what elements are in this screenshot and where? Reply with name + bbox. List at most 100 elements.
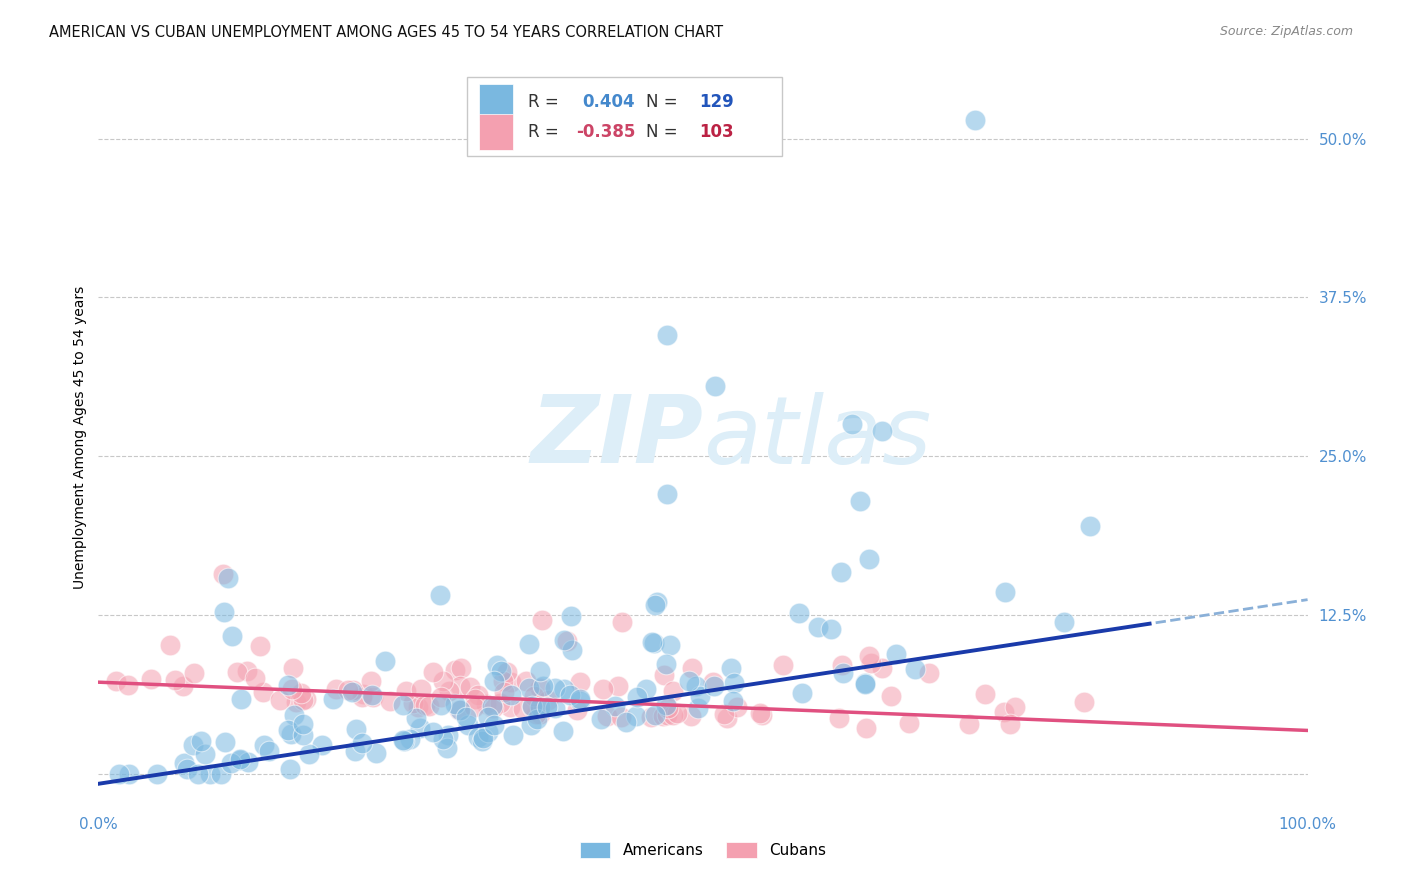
Point <box>340 685 363 699</box>
Point <box>430 698 453 712</box>
Point <box>592 681 614 696</box>
Text: N =: N = <box>647 123 678 141</box>
Text: ZIP: ZIP <box>530 391 703 483</box>
Point <box>360 674 382 689</box>
Point <box>529 681 551 696</box>
Point <box>221 629 243 643</box>
Point <box>614 715 637 730</box>
Point <box>993 584 1015 599</box>
Point <box>432 673 454 688</box>
Point <box>422 725 444 739</box>
Point <box>269 692 291 706</box>
Point <box>447 703 470 717</box>
Point <box>409 682 432 697</box>
Point <box>374 654 396 668</box>
Point <box>606 679 628 693</box>
Text: 0.404: 0.404 <box>582 93 634 111</box>
Point <box>391 733 413 747</box>
Point <box>477 724 499 739</box>
Point <box>655 328 678 343</box>
Point <box>603 698 626 713</box>
Point <box>661 708 683 723</box>
Point <box>537 693 560 707</box>
Point <box>723 676 745 690</box>
Point <box>870 424 893 438</box>
Point <box>458 681 481 695</box>
Point <box>1004 699 1026 714</box>
Point <box>409 721 432 735</box>
Point <box>486 658 509 673</box>
Point <box>283 707 305 722</box>
Point <box>858 648 880 663</box>
Point <box>281 661 304 675</box>
Point <box>657 708 679 723</box>
Point <box>536 700 558 714</box>
Point <box>176 762 198 776</box>
Point <box>107 766 129 780</box>
Point <box>652 667 675 681</box>
Point <box>432 732 454 747</box>
Point <box>553 682 575 697</box>
Point <box>512 701 534 715</box>
Point <box>610 710 633 724</box>
Point <box>830 565 852 579</box>
Point <box>529 665 551 679</box>
Point <box>430 690 453 704</box>
Point <box>531 679 554 693</box>
Point <box>499 699 522 714</box>
Point <box>565 703 588 717</box>
Point <box>749 706 772 720</box>
Point <box>437 683 460 698</box>
Point <box>291 716 314 731</box>
Point <box>544 701 567 715</box>
Point <box>568 694 591 708</box>
Point <box>298 747 321 761</box>
Point <box>569 691 592 706</box>
Y-axis label: Unemployment Among Ages 45 to 54 years: Unemployment Among Ages 45 to 54 years <box>73 285 87 589</box>
Point <box>391 698 413 712</box>
Point <box>454 710 477 724</box>
Point <box>464 692 486 706</box>
Point <box>361 690 384 705</box>
Point <box>530 613 553 627</box>
Point <box>645 595 668 609</box>
Point <box>229 752 252 766</box>
Point <box>751 708 773 723</box>
Point <box>884 647 907 661</box>
Point <box>236 755 259 769</box>
Point <box>181 738 204 752</box>
Point <box>172 679 194 693</box>
Point <box>640 710 662 724</box>
Point <box>214 605 236 619</box>
Point <box>644 708 666 723</box>
Point <box>849 493 872 508</box>
Point <box>859 656 882 670</box>
Point <box>436 728 458 742</box>
Point <box>277 723 299 738</box>
Point <box>146 766 169 780</box>
Point <box>477 709 499 723</box>
Point <box>450 661 472 675</box>
Point <box>422 665 444 680</box>
Point <box>787 606 810 620</box>
Point <box>482 701 505 715</box>
Point <box>257 744 280 758</box>
Point <box>1078 519 1101 533</box>
Point <box>214 735 236 749</box>
Point <box>551 724 574 739</box>
Point <box>957 716 980 731</box>
Point <box>117 766 139 780</box>
Point <box>352 690 374 704</box>
Point <box>209 766 232 780</box>
Point <box>1073 695 1095 709</box>
Point <box>212 567 235 582</box>
Point <box>292 692 315 706</box>
Point <box>163 673 186 687</box>
Point <box>406 699 429 714</box>
Point <box>449 679 471 693</box>
Point <box>993 706 1015 720</box>
Point <box>284 695 307 709</box>
Point <box>399 732 422 747</box>
Point <box>457 718 479 732</box>
Text: N =: N = <box>647 93 678 111</box>
